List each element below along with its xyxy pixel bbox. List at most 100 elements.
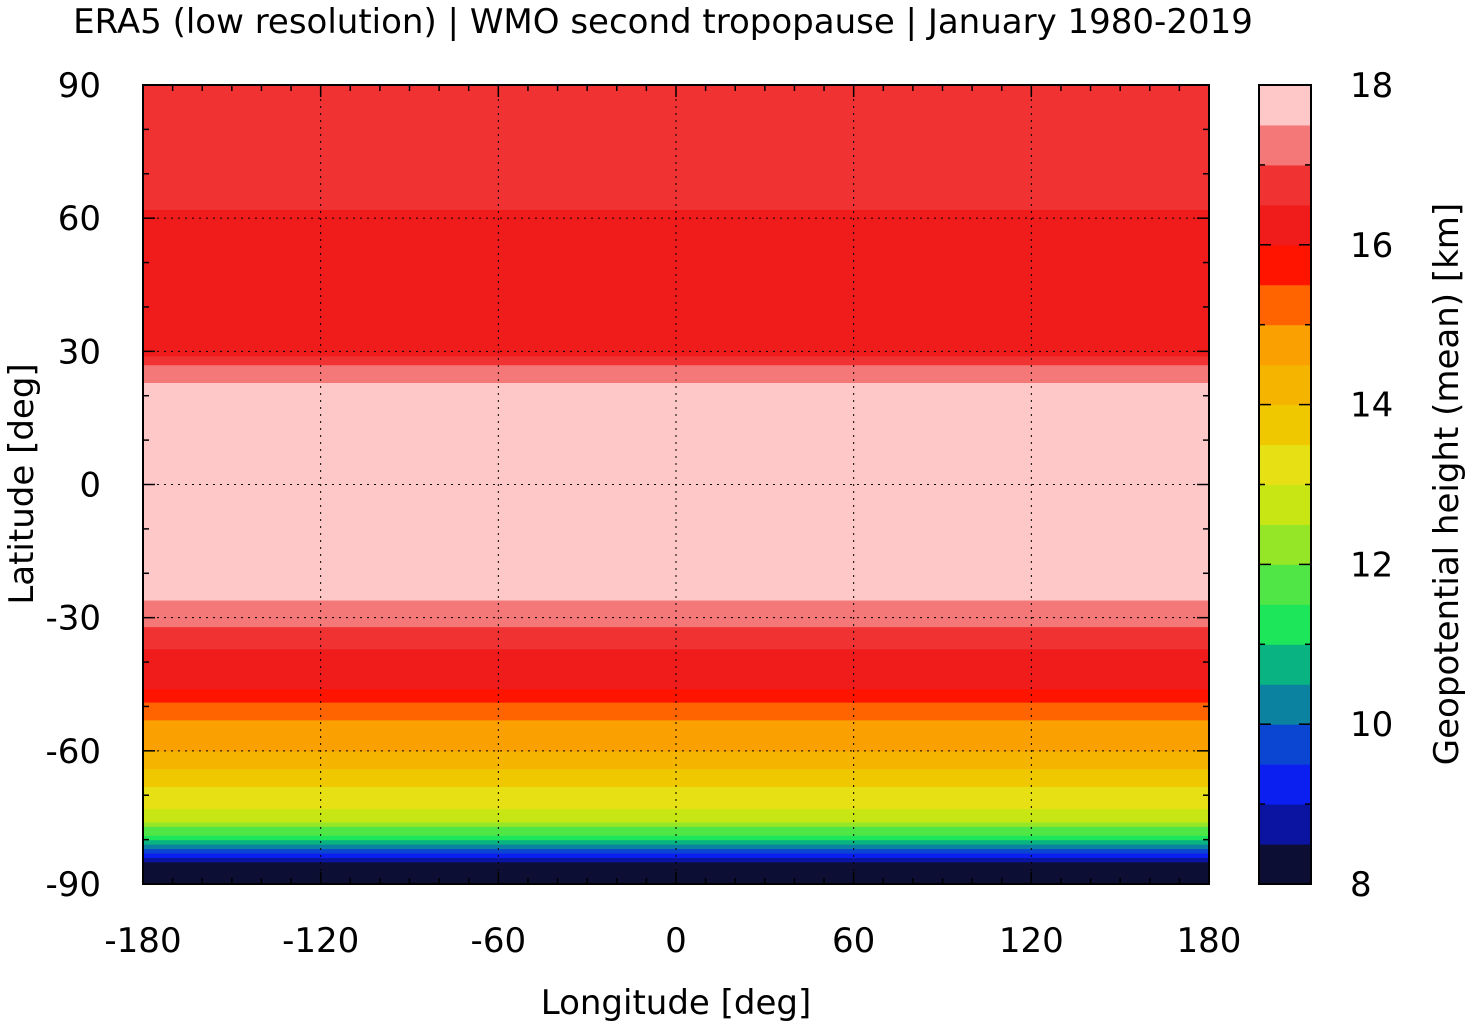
heatmap-band [143,502,1209,508]
heatmap-band [143,715,1209,721]
heatmap-band [143,630,1209,637]
heatmap-band [143,857,1209,863]
heatmap-band [143,599,1209,605]
heatmap-band [143,218,1209,224]
heatmap-band [143,861,1209,867]
heatmap-band [143,675,1209,681]
colorbar-tick-label: 14 [1350,386,1393,426]
colorbar-tick-label: 16 [1350,226,1393,266]
heatmap-band [143,551,1209,557]
heatmap-band [143,204,1209,210]
colorbar-swatch [1259,804,1311,845]
heatmap-band [143,266,1209,273]
heatmap-band [143,817,1209,823]
heatmap-band [143,604,1209,610]
heatmap-band [143,315,1209,321]
colorbar-swatch [1259,844,1311,885]
heatmap-band [143,444,1209,450]
heatmap-band [143,227,1209,233]
heatmap-band [143,311,1209,317]
heatmap-band [143,249,1209,255]
y-tick-label: 0 [79,466,101,506]
heatmap-band [143,395,1209,401]
colorbar-swatch [1259,764,1311,805]
heatmap-band [143,835,1209,841]
heatmap-band [143,409,1209,415]
heatmap-band [143,382,1209,388]
heatmap-band [143,289,1209,295]
colorbar-swatch [1259,724,1311,765]
heatmap-band [143,320,1209,326]
heatmap-band [143,338,1209,344]
heatmap-band [143,386,1209,392]
heatmap-band [143,364,1209,370]
heatmap-band [143,582,1209,588]
heatmap-band [143,812,1209,819]
colorbar-swatch [1259,164,1311,206]
heatmap-band [143,648,1209,654]
colorbar-swatch [1259,644,1311,685]
heatmap-band [143,129,1209,135]
heatmap-band [143,506,1209,512]
heatmap-band [143,533,1209,539]
heatmap-band [143,302,1209,308]
heatmap-band [143,759,1209,765]
heatmap-band [143,515,1209,521]
heatmap-band [143,417,1209,423]
colorbar-tick-label: 8 [1350,865,1372,905]
heatmap-band [143,369,1209,375]
heatmap-band [143,728,1209,734]
heatmap-band [143,821,1209,827]
heatmap-band [143,635,1209,641]
heatmap-band [143,182,1209,188]
heatmap-band [143,480,1209,486]
colorbar-swatch [1259,124,1311,166]
heatmap-band [143,235,1209,241]
colorbar-swatch [1259,684,1311,725]
heatmap-band [143,568,1209,574]
colorbar-frame [1258,84,1312,885]
x-tick-labels: -180 -120 -60 0 60 120 180 [104,921,1241,961]
colorbar-swatch [1259,524,1311,565]
heatmap-band [143,666,1209,672]
heatmap-band [143,373,1209,379]
heatmap-band [143,702,1209,708]
heatmap-band [143,617,1209,623]
heatmap-band [143,435,1209,441]
colorbar-swatch [1259,364,1311,406]
heatmap-band [143,786,1209,792]
colorbar-tick-label: 18 [1350,66,1393,106]
heatmap-band [143,333,1209,339]
heatmap-band [143,764,1209,770]
x-tick-label: -60 [471,921,527,961]
heatmap-band [143,400,1209,406]
y-tick-label: 30 [58,332,101,372]
heatmap-band [143,253,1209,259]
heatmap-band [143,138,1209,144]
colorbar-swatch [1259,604,1311,645]
colorbar-swatch [1259,284,1311,326]
heatmap-band [143,151,1209,157]
heatmap-band [143,448,1209,455]
heatmap-band [143,471,1209,477]
heatmap-band [143,164,1209,170]
heatmap-band [143,120,1209,126]
y-tick-label: -30 [45,599,101,639]
colorbar-swatch [1259,204,1311,246]
colorbar-swatch [1259,85,1311,126]
heatmap-band [143,484,1209,490]
heatmap-band [143,466,1209,472]
heatmap-band [143,684,1209,690]
heatmap-band [143,116,1209,122]
heatmap-band [143,613,1209,619]
heatmap-band [143,577,1209,583]
y-tick-label: -90 [45,865,101,905]
heatmap-band [143,346,1209,352]
x-tick-label: -180 [104,921,181,961]
heatmap-band [143,795,1209,801]
heatmap-band [143,200,1209,206]
colorbar-swatch [1259,244,1311,286]
y-tick-label: 90 [58,66,101,106]
heatmap-band [143,169,1209,175]
